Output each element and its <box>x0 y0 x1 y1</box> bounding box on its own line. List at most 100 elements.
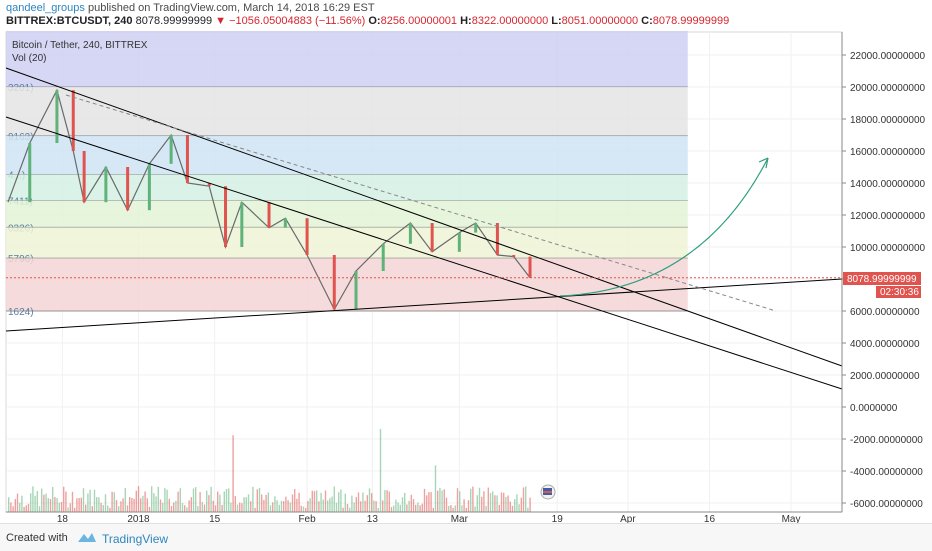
volume-bar <box>421 503 423 512</box>
x-tick-label: Mar <box>451 514 469 523</box>
y-tick-label: 20000.00000000 <box>850 83 926 94</box>
volume-bar <box>478 487 481 512</box>
price-chart[interactable]: 3201)9163)4...)7411)0326)5796)1624) 2200… <box>0 0 932 523</box>
volume-bar <box>192 488 195 512</box>
ohlc-line: BITTREX:BTCUSDT, 240 8078.99999999 ▼ −10… <box>6 15 729 27</box>
candle <box>528 256 532 278</box>
volume-bar <box>258 487 261 512</box>
volume-bar <box>184 505 186 512</box>
volume-bar <box>69 503 71 512</box>
volume-bar <box>56 498 58 512</box>
tradingview-logo-icon[interactable] <box>76 530 98 544</box>
candle <box>126 167 130 211</box>
volume-bar <box>219 494 221 512</box>
volume-bar <box>500 492 503 512</box>
x-tick-label: 15 <box>209 514 221 523</box>
volume-bar <box>89 489 91 512</box>
volume-bar <box>137 486 140 512</box>
trend-lines[interactable] <box>5 67 843 390</box>
volume-bar <box>214 505 217 512</box>
volume-bar <box>342 507 344 512</box>
y-tick-label: 14000.00000000 <box>850 179 926 190</box>
tradingview-link[interactable]: TradingView <box>102 532 169 546</box>
volume-bar <box>221 504 223 512</box>
volume-bar <box>305 507 307 512</box>
volume-bar <box>199 492 201 512</box>
volume-bar <box>47 498 49 512</box>
volume-bar <box>14 498 16 512</box>
volume-bar <box>142 495 144 512</box>
close-label: C: <box>641 15 653 27</box>
volume-bar <box>450 505 452 512</box>
volume-bar <box>507 495 509 512</box>
volume-bar <box>41 488 43 512</box>
volume-bar <box>489 493 492 512</box>
volume-bar <box>267 492 269 512</box>
volume-bar <box>186 507 188 512</box>
volume-bar <box>12 506 14 512</box>
volume-bar <box>470 488 472 512</box>
volume-bar <box>195 487 197 512</box>
volume-bar <box>230 502 232 512</box>
author-link[interactable]: qandeel_groups <box>6 2 85 14</box>
volume-bar <box>177 491 179 512</box>
volume-bar <box>25 505 27 512</box>
volume-bar <box>168 498 170 512</box>
volume-bar <box>201 501 203 512</box>
volume-bar <box>10 502 12 512</box>
candle <box>207 183 211 187</box>
y-tick-label: 18000.00000000 <box>850 115 926 126</box>
volume-bar <box>333 486 335 512</box>
volume-bar <box>439 487 441 512</box>
candle <box>82 151 86 203</box>
volume-bar <box>360 501 362 512</box>
volume-bar <box>197 506 199 512</box>
volume-bar <box>175 500 177 512</box>
volume-bar <box>126 505 129 512</box>
fib-level-label: 1624) <box>8 307 34 318</box>
volume-bar <box>485 505 487 512</box>
volume-bar <box>430 492 432 512</box>
volume-bar <box>133 498 135 512</box>
y-tick-label: 22000.00000000 <box>850 51 926 62</box>
volume-bar <box>129 497 131 512</box>
candle <box>305 218 309 255</box>
volume-bar <box>382 500 384 512</box>
volume-bar <box>122 498 124 512</box>
x-tick-label: 16 <box>704 514 716 523</box>
volume-bar <box>338 492 340 512</box>
volume-bar <box>234 496 236 512</box>
volume-bar <box>173 502 175 512</box>
volume-bar <box>254 507 256 512</box>
volume-bar <box>375 501 377 512</box>
time-axis[interactable]: 18 2018 15 Feb 13 Mar 19 Apr 16 May <box>6 511 842 523</box>
volume-bar <box>505 496 507 512</box>
volume-bar <box>373 500 375 512</box>
volume-bar <box>441 490 443 512</box>
volume-bar <box>472 486 474 512</box>
volume-bar <box>496 495 498 512</box>
projection-curve <box>559 157 769 297</box>
candle <box>332 255 336 310</box>
x-tick-label: May <box>782 514 801 523</box>
volume-bar <box>265 494 267 512</box>
volume-bar <box>93 489 96 512</box>
volume-bar <box>261 494 263 512</box>
volume-bar <box>353 502 355 512</box>
volume-bar <box>393 505 395 512</box>
volume-bar <box>516 494 518 512</box>
volume-bar <box>148 506 151 512</box>
volume-bar <box>474 506 476 512</box>
volume-bar <box>388 491 390 512</box>
low-value: 8051.00000000 <box>561 15 639 27</box>
volume-bar <box>164 488 166 512</box>
candle <box>457 232 461 252</box>
volume-bar <box>58 502 60 512</box>
volume-bar <box>250 501 252 512</box>
volume-bar <box>465 507 467 512</box>
candle <box>147 163 151 211</box>
volume-bar <box>443 489 445 512</box>
volume-bar <box>98 497 100 512</box>
x-tick-label: Feb <box>298 514 316 523</box>
candle <box>512 255 516 257</box>
